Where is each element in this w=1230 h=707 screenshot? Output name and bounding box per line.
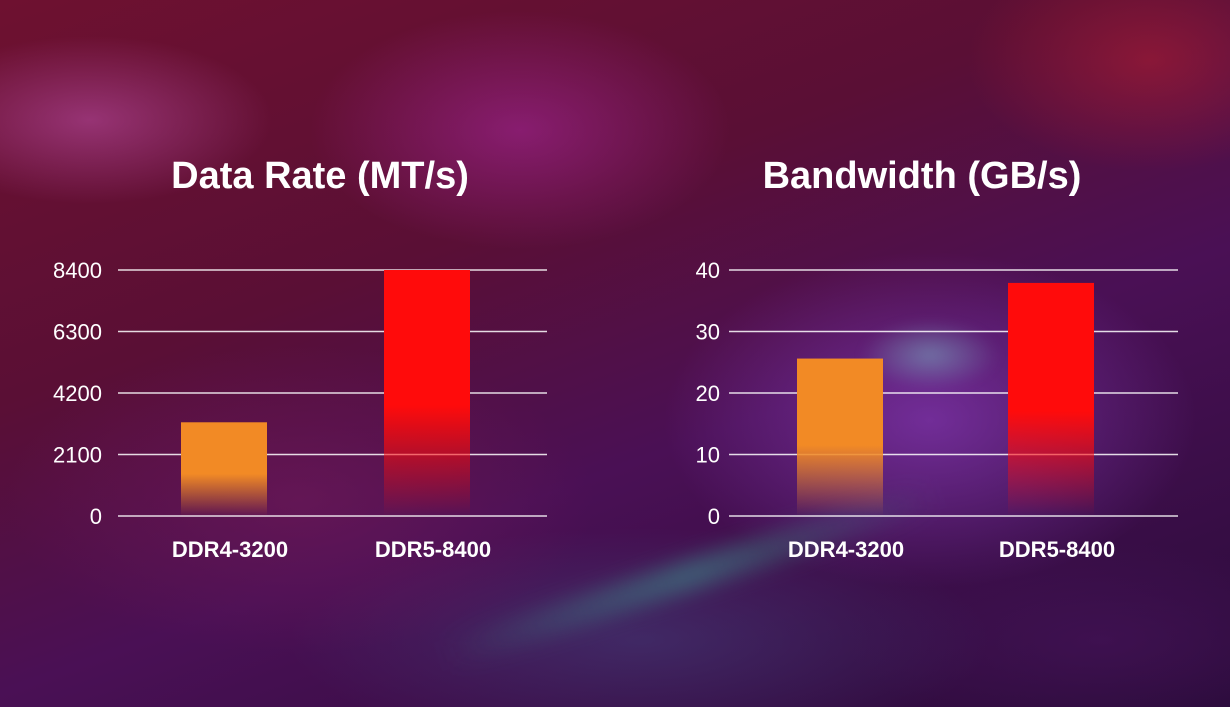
y-tick-label: 2100 bbox=[53, 443, 102, 468]
chart-data-rate: Data Rate (MT/s) 0 2100 4200 6300 8400 DDR4-… bbox=[53, 155, 547, 562]
y-tick-label: 8400 bbox=[53, 258, 102, 283]
y-tick-label: 4200 bbox=[53, 381, 102, 406]
chart-title-data-rate: Data Rate (MT/s) bbox=[171, 155, 469, 197]
x-category-label: DDR5-8400 bbox=[999, 537, 1115, 562]
bar-ddr4-3200 bbox=[181, 422, 267, 516]
y-tick-label: 30 bbox=[696, 320, 720, 345]
y-tick-label: 0 bbox=[90, 504, 102, 529]
y-tick-label: 0 bbox=[708, 504, 720, 529]
bar-ddr4-3200 bbox=[797, 358, 883, 516]
y-tick-label: 20 bbox=[696, 381, 720, 406]
bars-bandwidth bbox=[797, 282, 1094, 516]
x-axis-data-rate: DDR4-3200 DDR5-8400 bbox=[172, 537, 491, 562]
bar-ddr5-8400 bbox=[384, 270, 470, 516]
x-category-label: DDR4-3200 bbox=[172, 537, 288, 562]
y-axis-bandwidth: 0 10 20 30 40 bbox=[696, 258, 720, 529]
bars-data-rate bbox=[181, 270, 470, 516]
chart-bandwidth: Bandwidth (GB/s) 0 10 20 30 40 DDR4-3200 DDR5… bbox=[696, 155, 1178, 562]
y-axis-data-rate: 0 2100 4200 6300 8400 bbox=[53, 258, 102, 529]
y-tick-label: 10 bbox=[696, 443, 720, 468]
x-category-label: DDR4-3200 bbox=[788, 537, 904, 562]
x-axis-bandwidth: DDR4-3200 DDR5-8400 bbox=[788, 537, 1115, 562]
chart-title-bandwidth: Bandwidth (GB/s) bbox=[763, 155, 1082, 197]
gridlines-bandwidth bbox=[729, 269, 1178, 517]
x-category-label: DDR5-8400 bbox=[375, 537, 491, 562]
y-tick-label: 40 bbox=[696, 258, 720, 283]
y-tick-label: 6300 bbox=[53, 320, 102, 345]
bar-ddr5-8400 bbox=[1008, 282, 1094, 516]
